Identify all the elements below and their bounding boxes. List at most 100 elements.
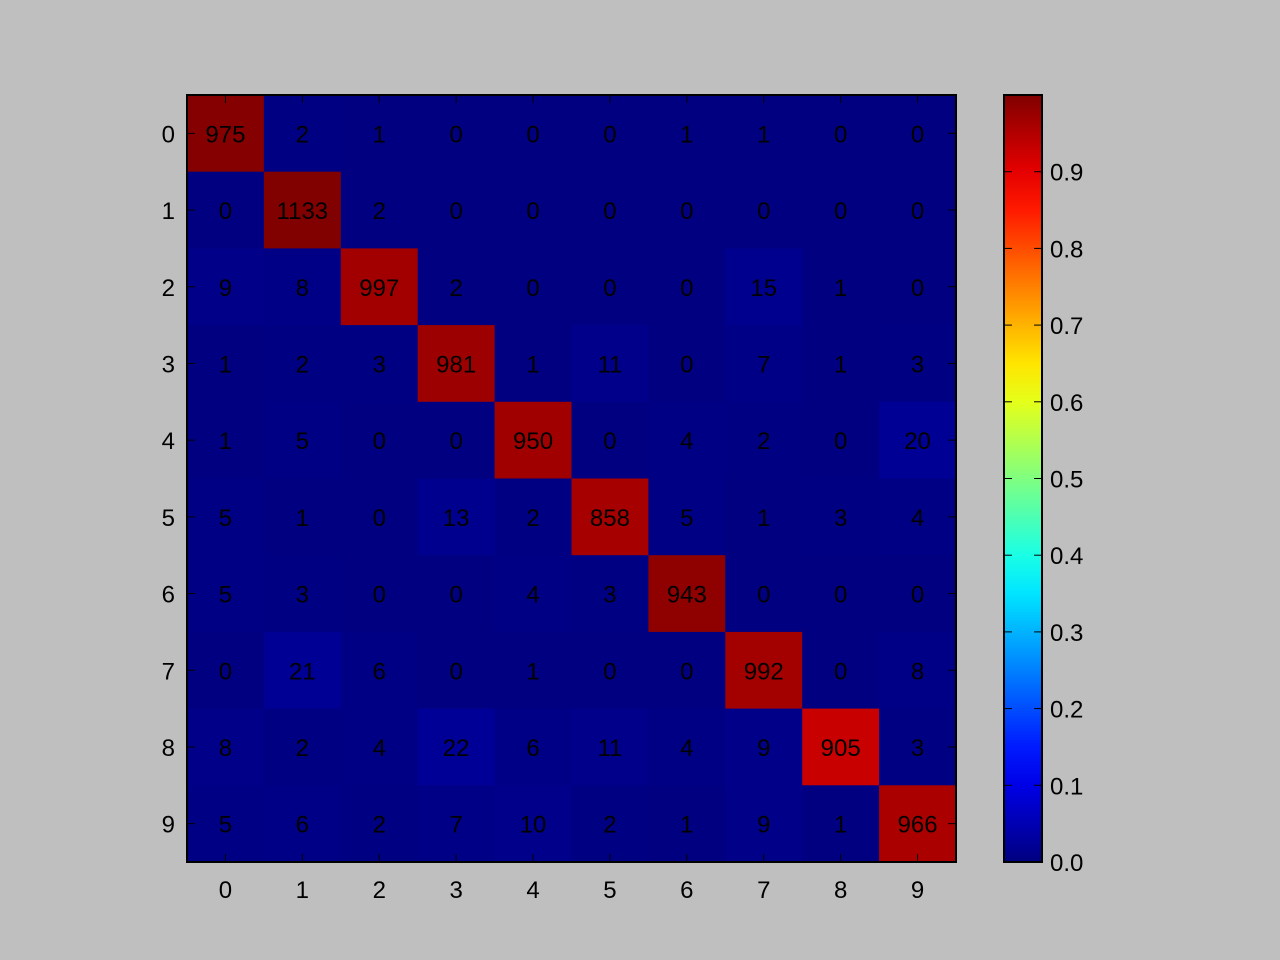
heatmap-cell-r6-c4 (494, 555, 572, 633)
heatmap-cell-r9-c3 (417, 785, 496, 863)
heatmap-cell-r4-c9 (879, 401, 957, 479)
heatmap-cell-r8-c6 (648, 708, 726, 786)
colorbar: 0.0 0.1 0.2 0.3 0.4 0.5 0.6 0.7 0.8 0.9 (1003, 94, 1083, 877)
cell-label-r8-c5: 11 (597, 735, 622, 762)
y-tick-label-5: 5 (162, 505, 175, 532)
heatmap-cell-r0-c8 (802, 95, 880, 173)
heatmap-cell-r4-c1 (263, 401, 342, 479)
heatmap-cell-r5-c4 (494, 478, 572, 556)
heatmap-cell-r3-c8 (802, 325, 880, 403)
heatmap-cell-r2-c8 (802, 248, 880, 326)
x-tick-label-7: 7 (757, 877, 770, 904)
x-tick-label-6: 6 (680, 877, 693, 904)
cell-label-r7-c5: 0 (603, 658, 616, 685)
cell-label-r0-c1: 2 (296, 121, 309, 148)
cell-label-r8-c7: 9 (757, 735, 770, 762)
heatmap-cell-r7-c6 (648, 631, 726, 710)
heatmap-cell-r8-c8 (802, 708, 880, 786)
heatmap-cell-r7-c4 (494, 631, 572, 710)
cell-label-r2-c1: 8 (296, 275, 309, 302)
cell-label-r6-c1: 3 (296, 582, 309, 609)
heatmap-cell-r0-c6 (648, 95, 726, 173)
cell-label-r5-c4: 2 (526, 505, 539, 532)
heatmap-cell-r6-c3 (417, 555, 496, 633)
heatmap-cell-r3-c9 (879, 325, 957, 403)
cell-label-r5-c5: 858 (590, 505, 630, 532)
cell-label-r5-c9: 4 (911, 505, 924, 532)
heatmap-cell-r1-c0 (187, 171, 265, 249)
heatmap-cell-r8-c9 (879, 708, 957, 786)
y-tick-label-4: 4 (162, 428, 175, 455)
heatmap-cell-r5-c7 (725, 478, 803, 556)
heatmap-cell-r3-c7 (725, 325, 803, 403)
heatmap-cell-r5-c3 (417, 478, 496, 556)
heatmap-cell-r4-c8 (802, 401, 880, 479)
cell-label-r5-c3: 13 (443, 505, 470, 532)
heatmap-cell-r0-c2 (340, 95, 419, 173)
cell-label-r8-c3: 22 (443, 735, 470, 762)
cell-label-r9-c2: 2 (373, 812, 386, 839)
heatmap-cell-r5-c1 (263, 478, 342, 556)
colorbar-tick-label-1: 0.1 (1050, 773, 1083, 800)
heatmap-cell-r4-c2 (340, 401, 419, 479)
cell-label-r7-c9: 8 (911, 658, 924, 685)
heatmap-cell-r1-c1 (263, 171, 342, 249)
heatmap-cell-r6-c0 (187, 555, 265, 633)
heatmap-cell-r9-c9 (879, 785, 957, 863)
heatmap-cell-r5-c2 (340, 478, 419, 556)
colorbar-tick-label-6: 0.6 (1050, 390, 1083, 417)
heatmap-cell-r1-c4 (494, 171, 572, 249)
cell-label-r5-c7: 1 (757, 505, 770, 532)
cell-label-r3-c7: 7 (757, 351, 770, 378)
x-tick-label-3: 3 (449, 877, 462, 904)
cell-label-r6-c5: 3 (603, 582, 616, 609)
cell-label-r7-c0: 0 (219, 658, 232, 685)
heatmap-cell-r4-c3 (417, 401, 496, 479)
heatmap-cell-r7-c1 (263, 631, 342, 710)
heatmap-cell-r7-c3 (417, 631, 496, 710)
colorbar-tick-label-8: 0.8 (1050, 236, 1083, 263)
cell-label-r3-c6: 0 (680, 351, 693, 378)
heatmap-cell-r8-c7 (725, 708, 803, 786)
cell-label-r0-c4: 0 (526, 121, 539, 148)
heatmap-cell-r0-c0 (187, 95, 265, 173)
cell-label-r7-c3: 0 (449, 658, 462, 685)
heatmap-cell-r7-c0 (187, 631, 265, 710)
heatmap-cell-r5-c8 (802, 478, 880, 556)
heatmap-cell-r5-c6 (648, 478, 726, 556)
cell-label-r8-c9: 3 (911, 735, 924, 762)
heatmap-cell-r3-c3 (417, 325, 496, 403)
cell-label-r0-c6: 1 (680, 121, 693, 148)
cell-label-r6-c0: 5 (219, 582, 232, 609)
cell-label-r7-c4: 1 (526, 658, 539, 685)
heatmap-cell-r8-c5 (571, 708, 649, 786)
heatmap-cell-r4-c7 (725, 401, 803, 479)
cell-label-r8-c2: 4 (373, 735, 386, 762)
cell-label-r3-c9: 3 (911, 351, 924, 378)
colorbar-tick-label-5: 0.5 (1050, 467, 1083, 494)
y-tick-label-1: 1 (162, 198, 175, 225)
cell-label-r4-c8: 0 (834, 428, 847, 455)
y-tick-label-2: 2 (162, 275, 175, 302)
heatmap-cell-r1-c2 (340, 171, 419, 249)
cell-label-r7-c7: 992 (744, 658, 784, 685)
heatmap-axes: 975 2 1 0 0 0 1 1 0 00 1133 2 0 0 0 0 0 0 09 8 997 2 0 0 0 15 1 01 2… (162, 94, 957, 904)
cell-label-r8-c8: 905 (821, 735, 861, 762)
heatmap-cell-r8-c4 (494, 708, 572, 786)
heatmap-cell-r6-c2 (340, 555, 419, 633)
y-tick-label-8: 8 (162, 735, 175, 762)
heatmap-cell-r2-c4 (494, 248, 572, 326)
cell-label-r8-c4: 6 (526, 735, 539, 762)
heatmap-cell-r2-c5 (571, 248, 649, 326)
heatmap-cell-r0-c1 (263, 95, 342, 173)
cell-label-r0-c5: 0 (603, 121, 616, 148)
cell-label-r9-c5: 2 (603, 812, 616, 839)
colorbar-tick-label-3: 0.3 (1050, 620, 1083, 647)
cell-label-r3-c8: 1 (834, 351, 847, 378)
heatmap-cell-r4-c5 (571, 401, 649, 479)
cell-label-r7-c6: 0 (680, 658, 693, 685)
y-tick-label-7: 7 (162, 658, 175, 685)
heatmap-cell-r2-c1 (263, 248, 342, 326)
cell-label-r0-c0: 975 (205, 121, 245, 148)
